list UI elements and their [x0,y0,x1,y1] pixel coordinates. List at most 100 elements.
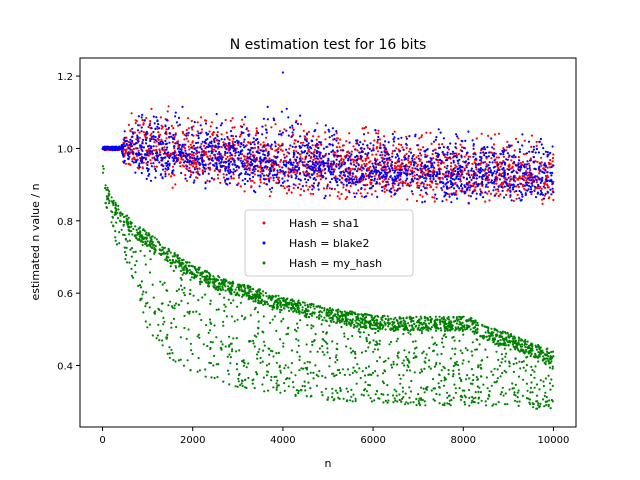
point-blake2 [456,135,459,138]
point-blake2 [380,186,384,189]
point-my-hash [408,386,411,389]
point-my-hash [369,314,372,317]
point-sha1 [278,165,281,168]
point-my-hash [271,308,274,311]
point-sha1 [235,169,238,172]
point-sha1 [543,194,546,197]
point-my-hash [335,309,338,312]
point-my-hash [306,372,309,375]
point-my-hash [288,301,291,304]
series-blake2 [101,105,555,205]
point-sha1 [203,144,206,147]
point-my-hash [349,399,352,402]
point-sha1 [131,148,134,152]
point-my-hash [207,331,210,334]
point-my-hash [517,339,521,342]
point-my-hash [218,293,221,296]
point-my-hash [275,352,278,355]
point-sha1 [278,130,281,133]
point-my-hash [173,304,176,307]
point-my-hash [112,204,115,207]
point-my-hash [161,339,164,342]
point-blake2 [339,171,342,174]
point-my-hash [443,325,446,328]
point-my-hash [324,376,327,379]
point-sha1 [297,164,300,167]
point-my-hash [517,343,520,346]
point-blake2 [480,170,483,173]
point-my-hash [520,360,524,364]
point-sha1 [405,146,408,149]
point-my-hash [298,355,301,358]
point-my-hash [350,312,353,315]
point-my-hash [545,360,548,363]
chart-title: N estimation test for 16 bits [230,37,427,53]
point-my-hash [297,339,300,342]
point-my-hash [251,293,254,296]
point-my-hash [405,355,408,358]
point-my-hash [361,318,364,321]
point-sha1 [551,160,554,163]
point-sha1 [345,140,348,143]
point-my-hash [297,344,300,347]
point-my-hash [455,363,458,366]
point-my-hash [380,318,383,321]
point-sha1 [247,129,250,133]
point-my-hash [488,395,491,398]
point-my-hash [394,326,397,329]
point-my-hash [536,407,539,410]
point-sha1 [214,155,217,158]
point-sha1 [183,133,186,136]
point-sha1 [320,172,323,175]
point-sha1 [301,157,304,160]
point-my-hash [491,334,494,337]
point-my-hash [513,391,516,394]
point-my-hash [468,318,472,321]
point-my-hash [375,340,378,343]
point-my-hash [142,228,145,231]
point-my-hash [263,300,267,303]
point-my-hash [474,391,477,394]
point-my-hash [278,300,282,303]
point-my-hash [262,340,266,343]
point-my-hash [434,323,437,326]
point-sha1 [359,192,362,195]
point-my-hash [169,265,172,268]
point-my-hash [539,379,542,382]
point-sha1 [160,124,163,127]
point-my-hash [536,400,539,403]
point-sha1 [535,140,538,143]
point-my-hash [420,317,423,320]
point-my-hash [170,348,173,351]
point-my-hash [451,375,455,378]
point-my-hash [328,324,331,327]
point-my-hash [310,324,313,327]
point-my-hash [485,335,488,338]
point-my-hash [196,335,199,338]
point-my-hash [401,390,404,393]
point-blake2 [503,185,506,188]
point-my-hash [314,364,317,367]
point-my-hash [447,322,450,325]
point-blake2 [307,178,310,182]
point-my-hash [378,356,381,359]
point-my-hash [401,362,404,365]
point-my-hash [115,209,118,212]
point-sha1 [279,148,283,151]
point-sha1 [278,145,282,148]
point-my-hash [146,234,149,237]
point-my-hash [501,330,505,333]
point-my-hash [252,342,255,345]
point-sha1 [232,173,235,176]
point-sha1 [231,140,234,143]
point-my-hash [192,310,195,314]
point-my-hash [345,345,348,348]
point-my-hash [350,388,353,391]
point-my-hash [391,320,394,324]
point-my-hash [297,301,300,304]
point-my-hash [209,340,212,344]
point-sha1 [499,193,502,196]
point-sha1 [188,148,191,151]
point-my-hash [412,320,415,323]
point-my-hash [365,366,368,370]
